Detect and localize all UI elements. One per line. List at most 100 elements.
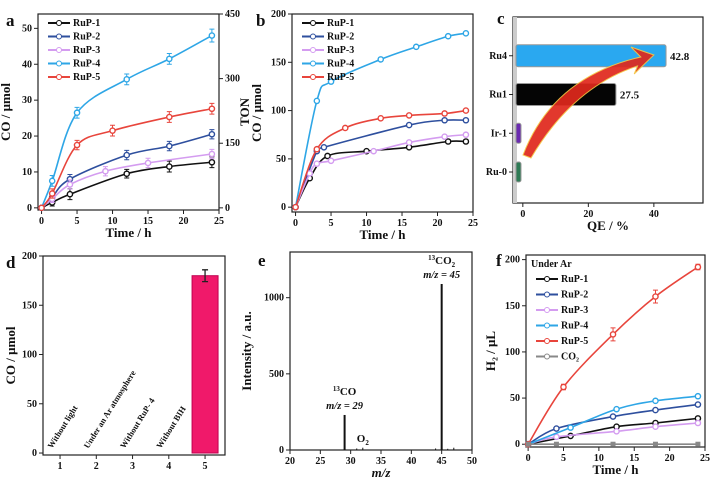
x-tick-label: 20 xyxy=(583,209,593,220)
data-point xyxy=(444,138,452,145)
x-axis-label: Time / h xyxy=(593,462,640,477)
data-point xyxy=(444,32,452,40)
x-tick-label: 20 xyxy=(433,218,443,229)
y-tick-label: 100 xyxy=(271,106,286,117)
plot-frame xyxy=(37,13,220,211)
bar-annotation: Without BIH xyxy=(154,404,188,450)
y-tick-label: 0 xyxy=(281,202,286,213)
x-tick-label: 0 xyxy=(520,209,525,220)
legend-label: RuP-2 xyxy=(327,32,354,43)
x-tick-label: 15 xyxy=(629,453,639,464)
y2-tick-label: 300 xyxy=(225,74,240,85)
data-point xyxy=(441,116,448,124)
legend-label: CO₂ xyxy=(561,352,579,363)
legend-marker xyxy=(310,47,316,53)
data-point xyxy=(553,441,559,447)
data-point xyxy=(144,159,152,167)
legend-label: RuP-4 xyxy=(327,59,354,70)
plot-frame xyxy=(42,255,226,456)
x-tick-label: 10 xyxy=(108,216,118,227)
y-tick-label: 20 xyxy=(22,131,32,142)
data-point xyxy=(102,167,109,175)
data-point xyxy=(441,110,448,117)
x-tick-label: 0 xyxy=(526,453,531,464)
y2-tick-label: 150 xyxy=(225,138,240,149)
data-point xyxy=(48,190,56,197)
species: O xyxy=(357,433,366,445)
legend-label: RuP-1 xyxy=(327,18,354,29)
subscript: 2 xyxy=(452,261,456,269)
data-point xyxy=(652,423,659,430)
x-tick-label: 30 xyxy=(346,456,356,467)
x-axis-label: QE / % xyxy=(587,218,629,233)
legend-label: RuP-3 xyxy=(561,305,588,316)
y2-tick-label: 0 xyxy=(225,203,230,214)
x-tick-label: 25 xyxy=(315,456,325,467)
x-tick-label: 5 xyxy=(329,218,334,229)
legend-marker xyxy=(544,338,550,344)
x-tick-label: 20 xyxy=(285,456,295,467)
peak-mz-label: m/z = 45 xyxy=(423,270,460,281)
y-tick-label: 150 xyxy=(271,57,286,68)
x-tick-label: 5 xyxy=(75,216,80,227)
y-tick-label: 150 xyxy=(505,301,520,312)
data-point xyxy=(613,428,620,435)
data-point xyxy=(73,141,81,149)
plot-frame xyxy=(289,251,473,451)
data-point xyxy=(123,170,131,178)
peak-label: 13CO2 xyxy=(428,254,456,269)
x-tick-label: 45 xyxy=(437,456,447,467)
legend-marker xyxy=(56,20,62,26)
data-point xyxy=(462,131,470,139)
data-point xyxy=(292,203,299,211)
series-line xyxy=(294,109,467,208)
data-point xyxy=(609,331,617,338)
species: CO xyxy=(340,386,357,398)
series-line xyxy=(40,34,213,209)
y-tick-label: Ru1 xyxy=(489,90,507,101)
data-point xyxy=(610,441,616,447)
bar-value-label: 42.8 xyxy=(670,51,690,63)
series-line xyxy=(294,119,466,208)
legend-marker xyxy=(310,33,316,40)
data-point xyxy=(652,406,659,414)
data-point xyxy=(652,441,658,447)
data-point xyxy=(462,116,470,124)
x-tick-label: 40 xyxy=(406,456,416,467)
y-tick-label: 50 xyxy=(27,399,37,410)
legend-label: RuP-3 xyxy=(73,45,100,56)
peak-label: 13CO xyxy=(333,385,357,398)
legend-marker xyxy=(544,322,550,329)
y-tick-label: 200 xyxy=(271,9,286,20)
legend-marker xyxy=(544,353,550,360)
data-point xyxy=(525,441,531,447)
y-tick-label: 30 xyxy=(22,95,32,106)
x-tick-label: 20 xyxy=(665,453,675,464)
data-point xyxy=(73,109,81,117)
data-point xyxy=(66,181,74,188)
data-point xyxy=(123,151,131,159)
y-tick-label: 500 xyxy=(269,369,284,380)
superscript: 13 xyxy=(333,385,341,393)
x-tick-label: 35 xyxy=(376,456,386,467)
y-tick-label: 100 xyxy=(22,350,37,361)
legend-label: RuP-2 xyxy=(561,290,588,301)
x-tick-label: 15 xyxy=(397,218,407,229)
x-tick-label: 10 xyxy=(362,218,372,229)
y-tick-label: Ru-0 xyxy=(486,167,507,178)
data-point xyxy=(341,124,349,132)
superscript: 13 xyxy=(428,254,436,262)
error-bar xyxy=(202,269,209,283)
peak-mz-label: m/z = 29 xyxy=(326,401,364,412)
data-point xyxy=(652,293,659,300)
y-tick-label: Ru4 xyxy=(489,51,507,62)
y-tick-label: 0 xyxy=(279,445,284,456)
legend-marker xyxy=(310,60,316,67)
legend-marker xyxy=(544,291,550,298)
y2-axis-label: TON xyxy=(237,97,252,126)
data-point xyxy=(377,115,385,122)
x-tick-label: 20 xyxy=(179,216,189,227)
x-tick-label: 10 xyxy=(594,453,604,464)
